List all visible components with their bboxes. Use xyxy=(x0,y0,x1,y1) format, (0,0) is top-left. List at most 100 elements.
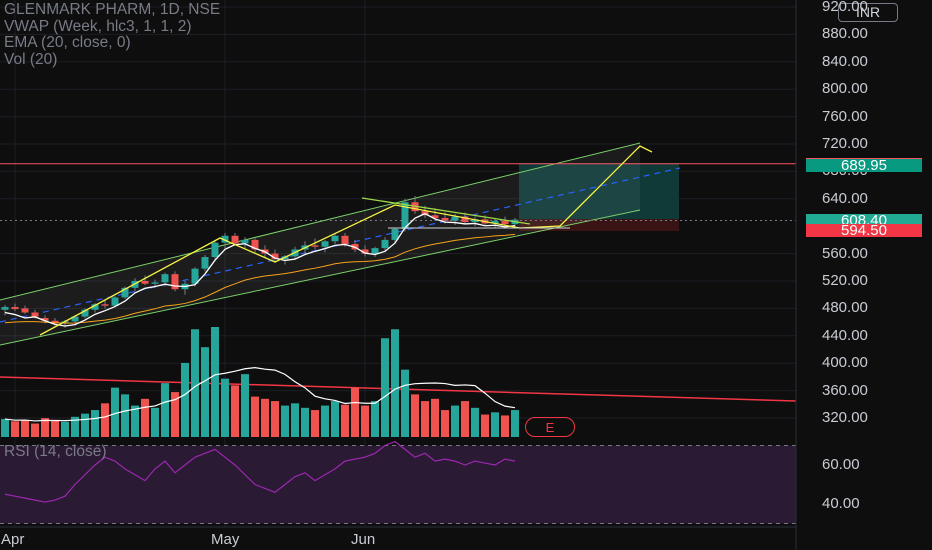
flag-upper-trendline xyxy=(361,197,531,225)
price-axis-label: 720.00 xyxy=(822,135,868,152)
volume-bar xyxy=(311,410,319,437)
volume-bar xyxy=(121,394,129,437)
volume-bar xyxy=(21,419,29,437)
price-axis-label: 640.00 xyxy=(822,189,868,207)
candle-body xyxy=(61,321,69,324)
candle-body xyxy=(41,317,49,321)
volume-bar xyxy=(131,405,139,437)
rsi-legend[interactable]: RSI (14, close) xyxy=(4,443,107,460)
candle-body xyxy=(171,274,179,290)
candle-body xyxy=(191,268,199,284)
candle-body xyxy=(51,320,59,324)
volume-bar xyxy=(481,414,489,437)
candle-body xyxy=(251,239,259,250)
price-axis-label: 560.00 xyxy=(822,244,868,262)
volume-bar xyxy=(61,421,69,437)
candle-body xyxy=(271,253,279,260)
candle-body xyxy=(311,245,319,247)
volume-bar xyxy=(181,362,189,437)
volume-bar xyxy=(401,369,409,437)
volume-bar xyxy=(421,401,429,437)
date-axis-label: Apr xyxy=(1,531,25,548)
vwap-line xyxy=(4,212,516,327)
candle-body xyxy=(501,220,509,225)
pattern-projection xyxy=(39,145,653,336)
volume-bar xyxy=(261,398,269,437)
candle-body xyxy=(221,235,229,243)
volume-bar xyxy=(231,385,239,437)
volume-bar xyxy=(371,401,379,437)
volume-bar xyxy=(141,398,149,437)
price-axis-label: 800.00 xyxy=(822,80,868,98)
channel-upper xyxy=(0,142,641,301)
rsi-pane xyxy=(0,440,796,524)
candle-body xyxy=(151,282,159,284)
volume-bar xyxy=(361,405,369,437)
volume-bar xyxy=(331,401,339,437)
volume-bar xyxy=(91,410,99,437)
volume-bar xyxy=(41,418,49,437)
volume-bar xyxy=(281,405,289,437)
price-axis-label: 880.00 xyxy=(822,25,868,43)
candle-body xyxy=(111,297,119,306)
volume-bar xyxy=(501,415,509,437)
candle-body xyxy=(211,242,219,258)
price-axis-label: 920.00 xyxy=(822,0,868,15)
currency-selector[interactable]: INR xyxy=(838,3,898,22)
rsi-line xyxy=(4,440,516,503)
date-axis-label: Jun xyxy=(351,531,376,548)
rsi-axis-label: 40.00 xyxy=(822,495,860,512)
indicator-legend: GLENMARK PHARM, 1D, NSE VWAP (Week, hlc3… xyxy=(4,1,221,68)
volume-bar xyxy=(321,405,329,437)
vwap-legend[interactable]: VWAP (Week, hlc3, 1, 1, 2) xyxy=(4,17,192,35)
price-axis-label: 480.00 xyxy=(822,299,868,317)
candle-body xyxy=(141,281,149,284)
ema-line xyxy=(4,233,516,324)
volume-bar xyxy=(241,374,249,437)
volume-bar xyxy=(11,421,19,437)
price-axis-label: 520.00 xyxy=(822,272,868,289)
candle-body xyxy=(81,309,89,317)
rsi-band xyxy=(0,445,796,524)
volume-bar xyxy=(431,398,439,437)
candle-body xyxy=(231,235,239,244)
candle-body xyxy=(371,248,379,254)
price-axis-label: 320.00 xyxy=(822,409,868,426)
candle-body xyxy=(201,257,209,269)
volume-bar xyxy=(201,347,209,437)
price-axis-label: 440.00 xyxy=(822,326,868,344)
volume-bar xyxy=(351,387,359,437)
price-axis-label: 360.00 xyxy=(822,381,868,399)
volume-bar xyxy=(411,394,419,437)
symbol-title[interactable]: GLENMARK PHARM, 1D, NSE xyxy=(4,1,221,18)
earnings-marker[interactable]: E xyxy=(525,417,575,437)
volume-bar xyxy=(301,407,309,437)
volume-bar xyxy=(31,423,39,437)
volume-bar xyxy=(451,405,459,437)
candle-body xyxy=(241,239,249,244)
candle-body xyxy=(331,235,339,242)
candle-body xyxy=(341,235,349,245)
volume-bar xyxy=(341,404,349,437)
volume-bar xyxy=(151,407,159,437)
candle-body xyxy=(21,308,29,313)
candle-body xyxy=(11,307,19,310)
price-axis-label: 840.00 xyxy=(822,52,868,70)
candle-body xyxy=(381,239,389,249)
volume-bar xyxy=(271,401,279,437)
volume-bar xyxy=(81,413,89,437)
volume-bar xyxy=(211,327,219,437)
candle-body xyxy=(391,228,399,240)
volume-bar xyxy=(191,329,199,437)
volume-bar xyxy=(171,392,179,437)
volume-bar xyxy=(101,403,109,437)
volume-bar xyxy=(391,329,399,437)
volume-bar xyxy=(251,396,259,437)
volume-legend[interactable]: Vol (20) xyxy=(4,50,58,68)
ema-legend[interactable]: EMA (20, close, 0) xyxy=(4,34,131,51)
position-profit-zone xyxy=(519,163,679,219)
rsi-axis-label: 60.00 xyxy=(822,456,860,473)
price-tag: 689.95 xyxy=(806,158,922,173)
volume-bar xyxy=(511,410,519,437)
